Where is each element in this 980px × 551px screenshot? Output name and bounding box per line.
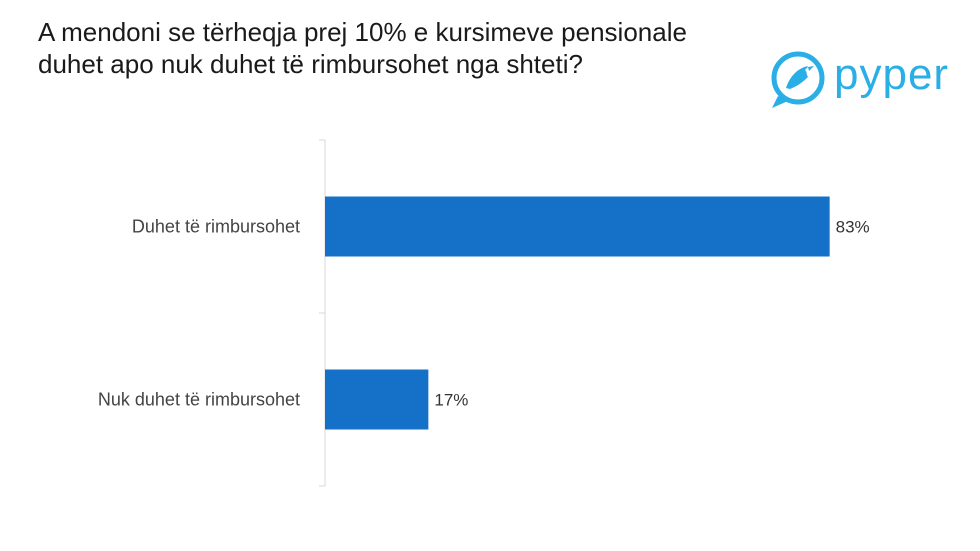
bird-bubble-icon [771, 51, 825, 108]
brand-name: pyper [834, 50, 950, 99]
category-label: Nuk duhet të rimbursohet [98, 390, 300, 410]
data-label: 83% [836, 218, 870, 237]
bar [325, 369, 429, 430]
data-label: 17% [434, 391, 468, 410]
chart-title: A mendoni se tërheqja prej 10% e kursime… [38, 17, 687, 79]
pyper-logo: pyper [768, 48, 958, 112]
bar [325, 196, 830, 257]
category-label: Duhet të rimbursohet [132, 217, 300, 237]
